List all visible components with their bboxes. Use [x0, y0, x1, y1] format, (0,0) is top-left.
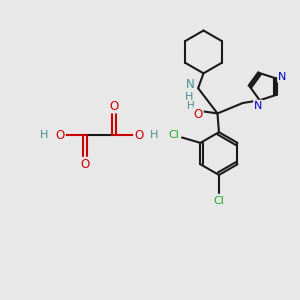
Text: N: N: [254, 100, 262, 111]
Text: H: H: [40, 130, 49, 140]
Text: Cl: Cl: [168, 130, 179, 140]
Text: H: H: [150, 130, 159, 140]
Text: H: H: [184, 92, 193, 101]
Text: O: O: [134, 129, 143, 142]
Text: O: O: [194, 107, 203, 121]
Text: Cl: Cl: [214, 196, 224, 206]
Text: O: O: [56, 129, 65, 142]
Text: N: N: [278, 72, 286, 82]
Text: O: O: [80, 158, 89, 171]
Text: N: N: [186, 78, 195, 91]
Text: O: O: [110, 100, 119, 112]
Text: H: H: [188, 101, 195, 111]
